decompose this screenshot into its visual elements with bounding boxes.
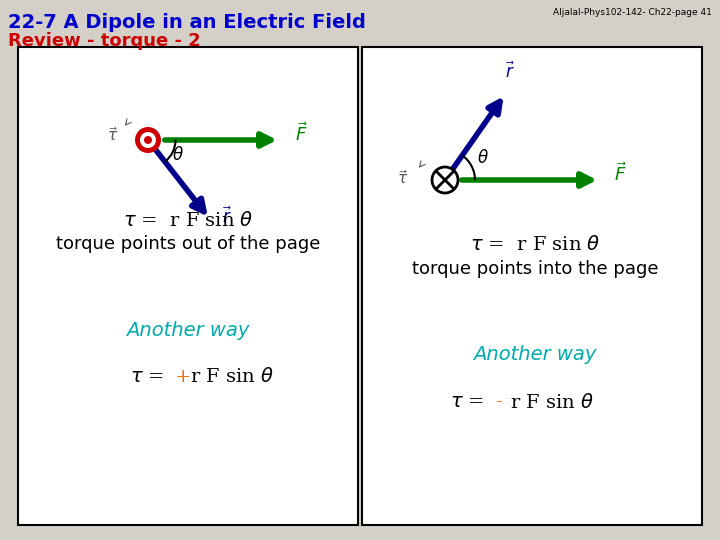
Text: r F sin $\theta$: r F sin $\theta$ bbox=[510, 393, 594, 411]
Bar bbox=[18, 47, 358, 525]
Text: $\vec{\tau}$: $\vec{\tau}$ bbox=[107, 126, 119, 144]
Text: $\theta$: $\theta$ bbox=[477, 149, 489, 167]
Text: r F sin $\theta$: r F sin $\theta$ bbox=[190, 368, 274, 387]
Circle shape bbox=[135, 127, 161, 153]
Circle shape bbox=[432, 167, 458, 193]
Circle shape bbox=[144, 136, 152, 144]
Text: $\vec{\tau}$: $\vec{\tau}$ bbox=[397, 169, 409, 187]
Text: +: + bbox=[175, 368, 192, 386]
Text: torque points into the page: torque points into the page bbox=[412, 260, 658, 278]
Text: $\vec{r}$: $\vec{r}$ bbox=[222, 207, 232, 227]
Text: Another way: Another way bbox=[126, 321, 250, 340]
Text: $\theta$: $\theta$ bbox=[172, 146, 184, 164]
Text: $\tau$ =  r F sin $\theta$: $\tau$ = r F sin $\theta$ bbox=[469, 235, 600, 254]
Text: torque points out of the page: torque points out of the page bbox=[56, 235, 320, 253]
Text: Aljalal-Phys102-142- Ch22-page 41: Aljalal-Phys102-142- Ch22-page 41 bbox=[553, 8, 712, 17]
Text: Review - torque - 2: Review - torque - 2 bbox=[8, 32, 201, 50]
Text: 22-7 A Dipole in an Electric Field: 22-7 A Dipole in an Electric Field bbox=[8, 13, 366, 32]
Text: $\vec{F}$: $\vec{F}$ bbox=[614, 163, 626, 185]
Text: Another way: Another way bbox=[473, 346, 597, 365]
Text: $\vec{F}$: $\vec{F}$ bbox=[295, 123, 307, 145]
Text: -: - bbox=[495, 393, 502, 411]
Bar bbox=[362, 47, 702, 525]
Text: $\tau$ =: $\tau$ = bbox=[130, 368, 164, 386]
Text: $\tau$ =: $\tau$ = bbox=[450, 393, 485, 411]
Text: $\vec{r}$: $\vec{r}$ bbox=[505, 62, 516, 82]
Circle shape bbox=[140, 132, 156, 148]
Text: $\tau$ =  r F sin $\theta$: $\tau$ = r F sin $\theta$ bbox=[122, 211, 253, 229]
